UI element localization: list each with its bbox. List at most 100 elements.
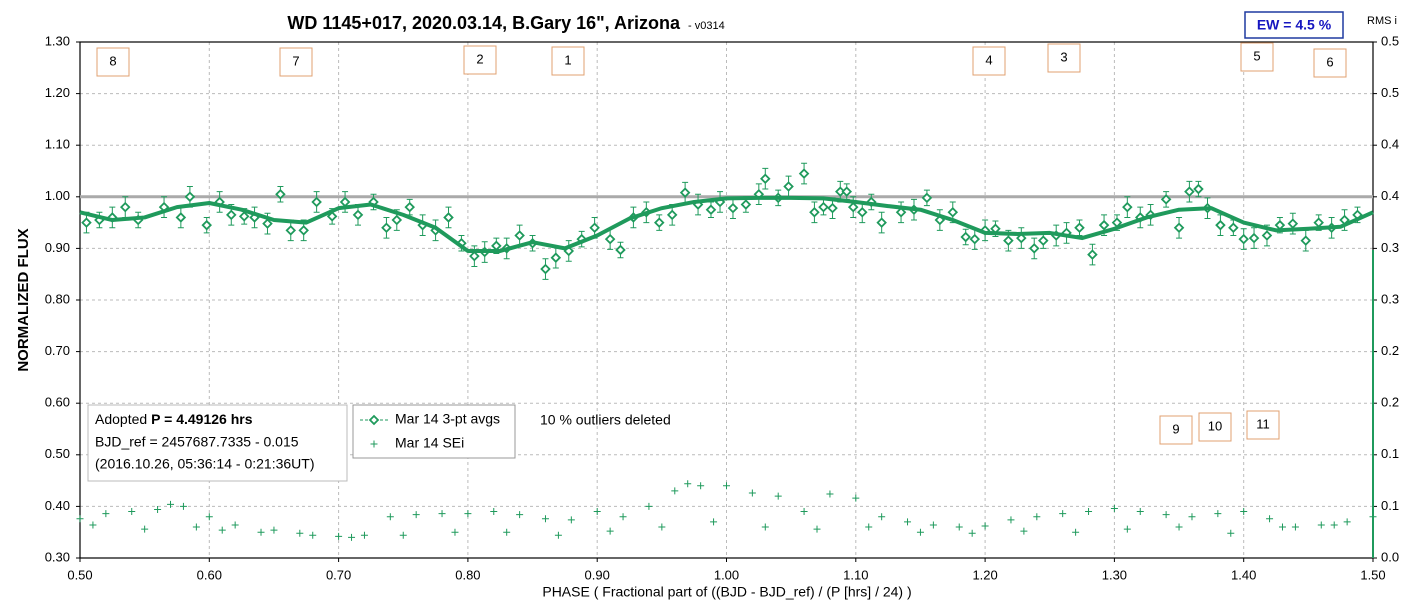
y2-tick-label: 0.3 [1381,240,1399,255]
data-point [554,531,562,539]
data-point [697,482,705,490]
data-point [1317,521,1325,529]
data-point [567,516,575,524]
marker-box [463,45,497,75]
data-point [679,187,691,198]
data-point [503,528,511,536]
data-point [443,212,454,223]
data-point [257,528,265,536]
data-point [921,192,933,204]
data-point [1110,504,1118,512]
y-tick-label: 0.90 [45,240,70,255]
data-point [201,219,212,231]
data-point [1123,525,1131,533]
data-point [818,201,829,213]
marker-label: 5 [1253,48,1260,63]
info-period: P = 4.49126 hrs [151,411,253,427]
marker-box [551,46,585,76]
data-point [748,489,756,497]
marker-box [1313,48,1347,78]
data-point [167,500,175,508]
data-point [1007,516,1015,524]
data-point [684,480,692,488]
data-point [955,523,963,531]
data-point [179,502,187,510]
y-tick-label: 0.80 [45,291,70,306]
marker-label: 3 [1060,49,1067,64]
data-point [852,494,860,502]
y2-tick-label: 0.5 [1381,33,1399,48]
x-tick-label: 1.00 [714,567,739,582]
data-point [856,207,868,218]
data-point [438,510,446,518]
data-point [705,204,717,215]
data-point [1261,230,1273,241]
y-tick-label: 0.50 [45,446,70,461]
data-point [514,230,525,241]
data-point [352,209,364,221]
info-line: (2016.10.26, 05:36:14 - 0:21:36UT) [95,456,314,472]
data-point [1173,222,1185,234]
data-point [119,201,131,213]
legend-label: Mar 14 SEi [395,435,464,451]
data-point [1248,232,1260,244]
data-point [192,523,200,531]
data-point [1214,510,1222,518]
data-point [1003,235,1014,246]
data-point [904,518,912,526]
data-point [128,508,136,516]
data-point [723,482,730,490]
data-point [1074,222,1085,234]
data-point [826,490,834,498]
data-point [968,529,976,537]
data-point [847,201,859,213]
legend-marker [370,440,378,448]
data-point [809,207,820,218]
data-point [490,508,498,516]
data-point [783,181,794,192]
data-point [798,168,810,179]
marker-label: 8 [109,53,116,68]
data-point [1162,511,1170,519]
data-point [1227,529,1235,537]
marker-label: 6 [1326,54,1333,69]
data-point [381,222,392,234]
marker-label: 11 [1256,416,1270,431]
ew-label: EW = 4.5 % [1257,17,1332,33]
data-point [1238,233,1249,245]
info-box [87,404,348,482]
data-point [878,513,886,521]
data-point [827,202,838,214]
y2-title: RMS i [1367,15,1397,27]
x-tick-label: 1.40 [1231,567,1256,582]
x-tick-label: 0.90 [585,567,610,582]
data-point [1330,521,1338,529]
note: 10 % outliers deleted [540,412,671,428]
data-point [360,531,368,539]
data-point [238,211,250,222]
marker-label: 9 [1172,421,1179,436]
info-line: Adopted P = 4.49126 hrs [95,411,253,427]
marker-label: 4 [985,52,992,67]
data-point [1122,201,1133,213]
data-point [1059,510,1067,518]
data-point [981,522,989,530]
data-point [309,531,317,539]
marker-label: 7 [292,53,299,68]
data-point [184,191,196,203]
marker-label: 1 [564,52,571,67]
y-axis-label: NORMALIZED FLUX [15,228,32,371]
data-point [800,508,808,516]
data-point [141,525,149,533]
data-point [671,487,679,495]
y2-tick-label: 0.2 [1381,343,1399,358]
y2-tick-label: 0.2 [1381,395,1399,410]
data-point [619,513,627,521]
data-point [89,521,97,529]
data-point [311,196,322,208]
y-tick-label: 0.40 [45,498,70,513]
data-point [540,263,551,275]
data-point [1240,508,1248,516]
x-tick-label: 1.20 [972,567,997,582]
